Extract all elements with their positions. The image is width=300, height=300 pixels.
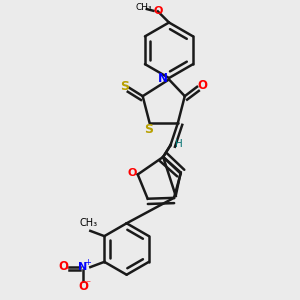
Text: CH₃: CH₃ [80, 218, 98, 228]
Text: ⁻: ⁻ [64, 266, 69, 277]
Text: H: H [176, 139, 183, 149]
Text: S: S [120, 80, 129, 93]
Text: S: S [144, 123, 153, 136]
Text: CH₃: CH₃ [136, 3, 152, 12]
Text: O: O [153, 6, 163, 16]
Text: N: N [78, 262, 88, 272]
Text: O: O [128, 168, 137, 178]
Text: O: O [197, 79, 207, 92]
Text: +: + [84, 258, 91, 267]
Text: O: O [59, 260, 69, 273]
Text: ⁻: ⁻ [86, 280, 91, 290]
Text: O: O [78, 280, 88, 293]
Text: N: N [158, 71, 168, 85]
